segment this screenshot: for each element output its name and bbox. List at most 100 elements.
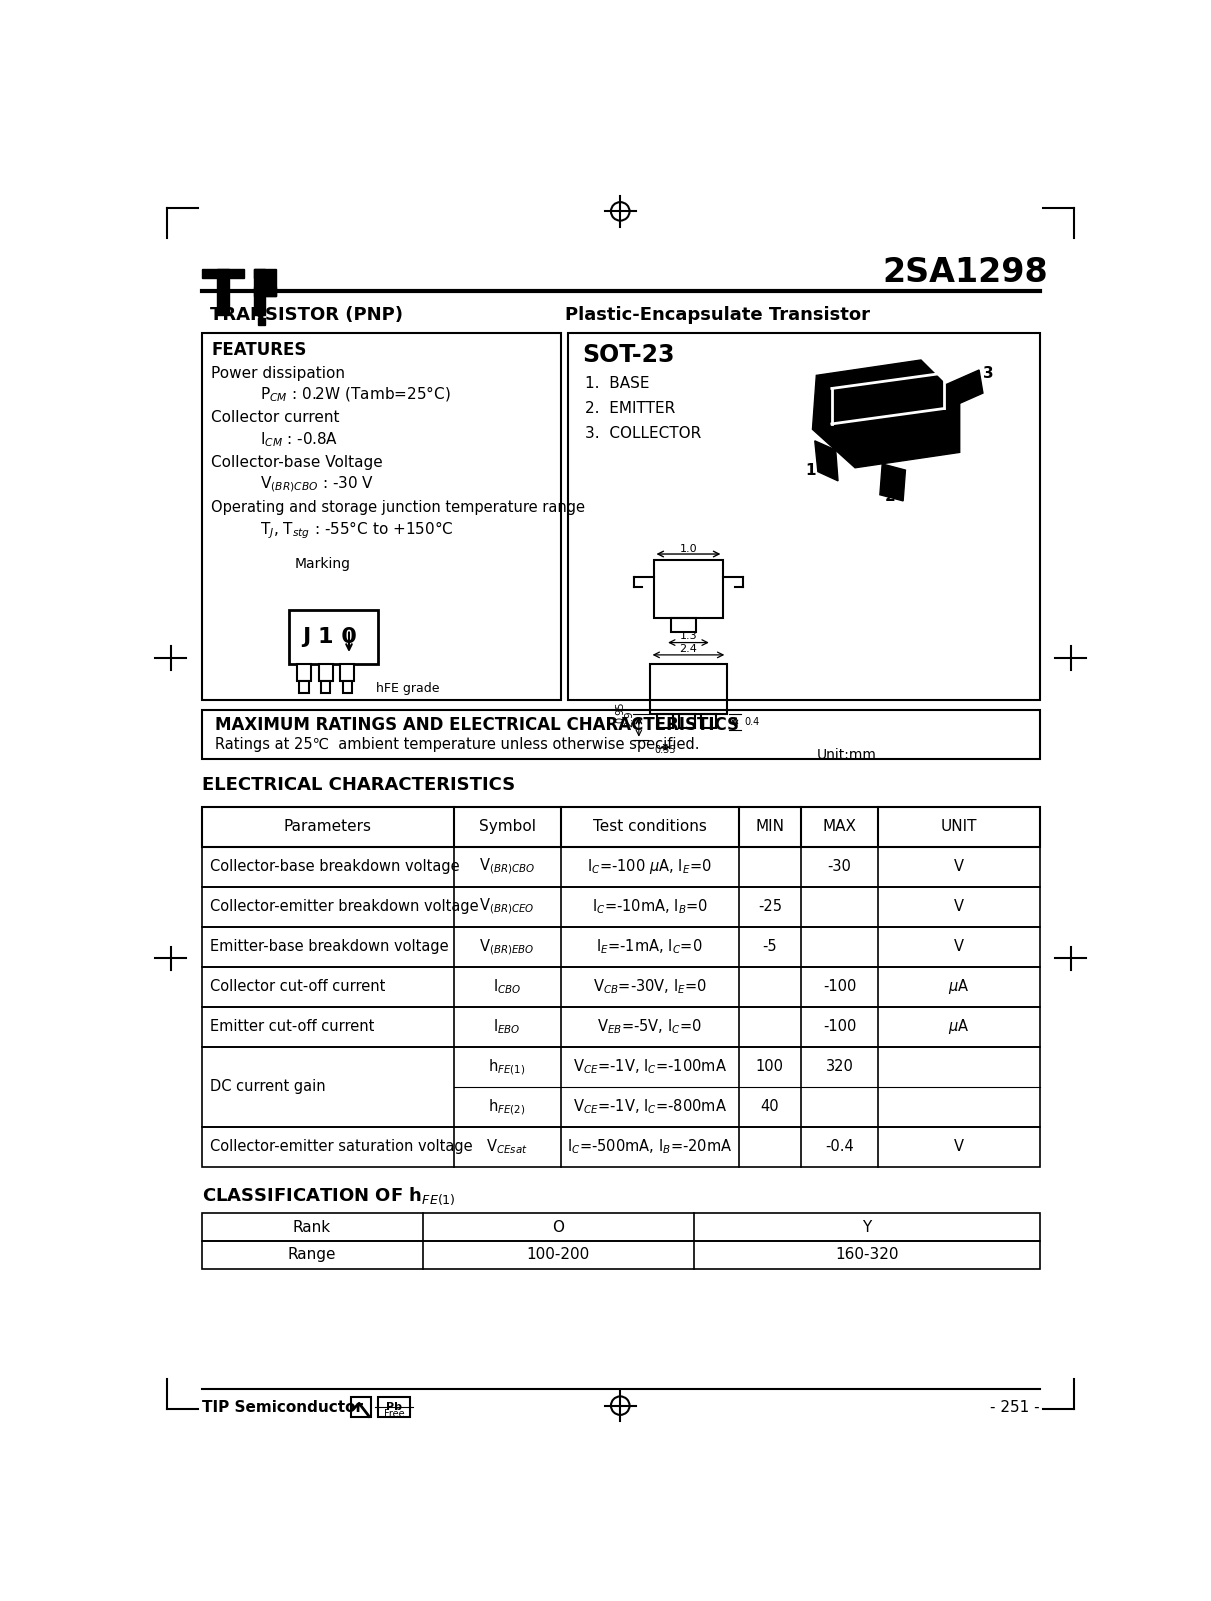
Text: TIP Semiconductor: TIP Semiconductor (202, 1399, 363, 1415)
Bar (701, 714, 717, 728)
Text: 1.0: 1.0 (679, 544, 698, 554)
Text: J 1 0: J 1 0 (303, 628, 357, 647)
Text: V$_{EB}$=-5V, I$_{C}$=0: V$_{EB}$=-5V, I$_{C}$=0 (597, 1018, 702, 1036)
Bar (202, 1127, 1039, 1167)
Text: Plastic-Encapsulate Transistor: Plastic-Encapsulate Transistor (564, 306, 869, 325)
Text: O: O (552, 1220, 564, 1234)
Text: 1.  BASE: 1. BASE (585, 376, 650, 391)
Text: -100: -100 (823, 1020, 856, 1034)
Bar (202, 1241, 1039, 1268)
Bar (679, 714, 695, 728)
Text: Emitter cut-off current: Emitter cut-off current (210, 1020, 374, 1034)
Text: Marking: Marking (294, 557, 351, 572)
Bar (654, 560, 723, 618)
Bar (254, 287, 276, 296)
Text: TRANSISTOR (PNP): TRANSISTOR (PNP) (210, 306, 402, 325)
Bar (202, 847, 1039, 887)
Text: V$_{CE}$=-1V, I$_{C}$=-100mA: V$_{CE}$=-1V, I$_{C}$=-100mA (573, 1058, 727, 1076)
Text: -0.4: -0.4 (825, 1140, 854, 1154)
Text: I$_{EBO}$: I$_{EBO}$ (493, 1018, 521, 1036)
Text: Rank: Rank (293, 1220, 331, 1234)
Text: Test conditions: Test conditions (592, 820, 707, 834)
Bar (202, 807, 1039, 847)
Text: 1.3: 1.3 (679, 631, 698, 642)
Text: 3: 3 (983, 365, 994, 381)
Text: -30: -30 (827, 860, 851, 874)
Text: I$_{E}$=-1mA, I$_{C}$=0: I$_{E}$=-1mA, I$_{C}$=0 (597, 937, 702, 956)
Bar (202, 709, 1039, 759)
Text: Parameters: Parameters (283, 820, 372, 834)
Text: V: V (954, 900, 964, 914)
Bar (658, 714, 673, 728)
Text: $\mu$A: $\mu$A (948, 1017, 970, 1036)
Text: 320: 320 (826, 1060, 854, 1074)
Text: DC current gain: DC current gain (210, 1079, 325, 1095)
Bar (202, 887, 1039, 927)
Text: Free: Free (384, 1409, 404, 1418)
Text: I$_{C}$=-500mA, I$_{B}$=-20mA: I$_{C}$=-500mA, I$_{B}$=-20mA (567, 1138, 733, 1156)
Bar (202, 269, 245, 279)
Text: 2SA1298: 2SA1298 (883, 256, 1048, 290)
Text: Power dissipation: Power dissipation (211, 365, 345, 381)
Bar (378, 1398, 411, 1417)
Text: UNIT: UNIT (941, 820, 977, 834)
Text: 0.95: 0.95 (615, 701, 625, 724)
Text: MAXIMUM RATINGS AND ELECTRICAL CHARACTERISTICS: MAXIMUM RATINGS AND ELECTRICAL CHARACTER… (214, 716, 739, 733)
Text: V$_{CEsat}$: V$_{CEsat}$ (487, 1138, 528, 1156)
Text: hFE grade: hFE grade (377, 682, 440, 695)
Bar (202, 967, 1039, 1007)
Text: P$_{CM}$ : 0.2W (Tamb=25°C): P$_{CM}$ : 0.2W (Tamb=25°C) (260, 384, 450, 405)
Text: ELECTRICAL CHARACTERISTICS: ELECTRICAL CHARACTERISTICS (202, 776, 515, 794)
Text: 2.4: 2.4 (679, 644, 698, 653)
Text: 100: 100 (756, 1060, 784, 1074)
Bar (671, 618, 696, 632)
Bar (202, 927, 1039, 967)
Text: h$_{FE(1)}$: h$_{FE(1)}$ (488, 1057, 526, 1076)
Text: V: V (954, 860, 964, 874)
Text: V: V (954, 940, 964, 954)
Text: T$_{J}$, T$_{stg}$ : -55°C to +150°C: T$_{J}$, T$_{stg}$ : -55°C to +150°C (260, 519, 453, 541)
Text: 40: 40 (761, 1100, 779, 1114)
Text: V$_{(BR)CBO}$ : -30 V: V$_{(BR)CBO}$ : -30 V (260, 474, 374, 493)
Bar (297, 664, 311, 680)
Bar (202, 1047, 1039, 1127)
Text: 2: 2 (884, 488, 895, 504)
Text: CLASSIFICATION OF h$_{FE(1)}$: CLASSIFICATION OF h$_{FE(1)}$ (202, 1185, 455, 1207)
Text: Pb: Pb (386, 1402, 402, 1412)
Bar (299, 680, 309, 693)
Text: Collector-base breakdown voltage: Collector-base breakdown voltage (210, 860, 459, 874)
Bar (258, 317, 264, 325)
Text: h$_{FE(2)}$: h$_{FE(2)}$ (488, 1097, 526, 1116)
Text: -100: -100 (823, 980, 856, 994)
Text: Unit:mm: Unit:mm (816, 748, 877, 762)
Bar (202, 1214, 1039, 1241)
Text: I$_{C}$=-10mA, I$_{B}$=0: I$_{C}$=-10mA, I$_{B}$=0 (591, 897, 708, 916)
Bar (351, 1398, 372, 1417)
Text: 100-200: 100-200 (527, 1247, 590, 1262)
Text: I$_{CBO}$: I$_{CBO}$ (493, 977, 521, 996)
Text: Collector current: Collector current (211, 410, 339, 426)
Text: 2.  EMITTER: 2. EMITTER (585, 400, 676, 416)
Text: MIN: MIN (756, 820, 785, 834)
Bar (649, 664, 727, 714)
Text: 1: 1 (805, 463, 816, 477)
Text: 3.  COLLECTOR: 3. COLLECTOR (585, 426, 701, 442)
Bar (321, 680, 331, 693)
Bar (202, 1007, 1039, 1047)
Text: Collector-emitter saturation voltage: Collector-emitter saturation voltage (210, 1140, 472, 1154)
Text: 160-320: 160-320 (834, 1247, 899, 1262)
Polygon shape (815, 440, 838, 480)
Text: MAX: MAX (822, 820, 856, 834)
Bar (343, 680, 352, 693)
Text: Collector cut-off current: Collector cut-off current (210, 980, 385, 994)
Text: - 251 -: - 251 - (989, 1399, 1039, 1415)
Text: SOT-23: SOT-23 (582, 343, 675, 367)
Bar (568, 333, 1039, 700)
Text: V$_{(BR)CBO}$: V$_{(BR)CBO}$ (480, 857, 535, 876)
Text: Emitter-base breakdown voltage: Emitter-base breakdown voltage (210, 940, 448, 954)
Text: Y: Y (862, 1220, 872, 1234)
Bar (202, 333, 561, 700)
Text: 0.35: 0.35 (654, 744, 676, 754)
Text: V$_{CE}$=-1V, I$_{C}$=-800mA: V$_{CE}$=-1V, I$_{C}$=-800mA (573, 1098, 727, 1116)
Text: V: V (954, 1140, 964, 1154)
